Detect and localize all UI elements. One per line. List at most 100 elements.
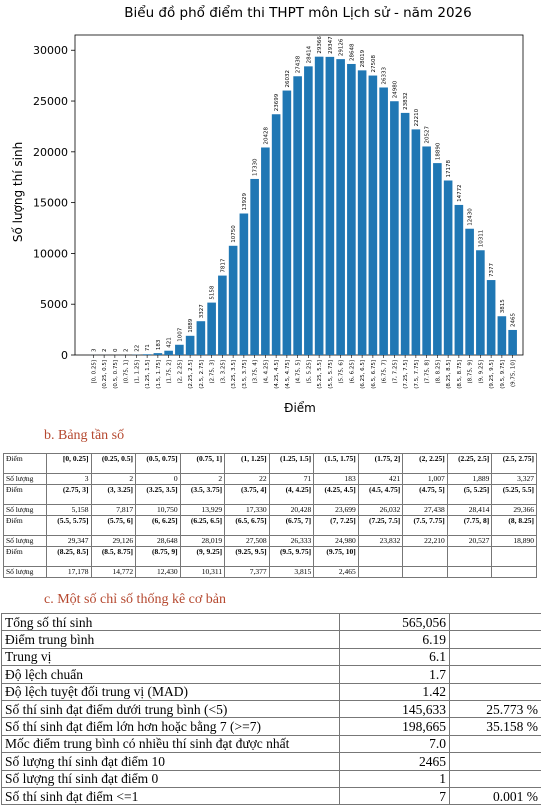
table-cell: [0, 0.25] [46, 453, 92, 474]
table-cell: (7.25, 7.5] [357, 515, 404, 536]
table-cell: 17,178 [46, 566, 92, 578]
bar [175, 344, 184, 355]
bar [153, 353, 163, 355]
bar [476, 250, 485, 355]
empty-cell [449, 647, 541, 667]
table-cell: (9, 9.25] [179, 546, 226, 567]
bar [465, 228, 474, 355]
y-tick-label: 15000 [33, 197, 68, 210]
x-tick-label: (9.25, 9.5] [489, 360, 495, 389]
x-tick-label: (9.5, 9.75] [500, 360, 506, 389]
table-cell: (1.5, 1.75] [313, 453, 359, 474]
data-label: 24980 [392, 80, 398, 98]
table-cell: 28,414 [446, 504, 493, 516]
y-tick-label: 25000 [33, 95, 68, 108]
section-heading: b. Bảng tần số [44, 428, 125, 443]
table-cell: 6.19 [339, 630, 450, 649]
y-tick-label: 0 [61, 349, 68, 362]
table-cell: 28,019 [179, 535, 226, 547]
empty-cell [449, 752, 541, 771]
data-label: 27508 [371, 55, 377, 73]
bar [422, 146, 431, 355]
table-cell: 0 [135, 473, 181, 485]
data-label: 2465 [511, 312, 517, 326]
table-cell: 13,929 [179, 504, 226, 516]
x-tick-label: (6.5, 6.75] [371, 360, 377, 389]
table-cell: (3.25, 3.5] [135, 484, 181, 505]
table-cell: 3,815 [268, 566, 315, 578]
data-label: 10311 [478, 230, 484, 248]
data-label: 29126 [339, 38, 345, 56]
table-cell: (1.75, 2] [357, 453, 404, 474]
table-cell: (8.25, 8.5] [46, 546, 92, 567]
bar [390, 101, 399, 355]
bar [454, 204, 464, 355]
data-label: 2 [102, 348, 108, 352]
table-cell: (6.75, 7] [268, 515, 315, 536]
bar [207, 302, 216, 355]
data-label: 7377 [489, 263, 495, 277]
data-label: 1889 [188, 318, 194, 332]
table-cell: 7.0 [339, 734, 450, 754]
table-cell: (0.25, 0.5] [90, 453, 137, 474]
table-cell: Số thí sinh đạt điểm dưới trung bình (<5… [1, 699, 340, 719]
x-tick-label: (4.25, 4.5] [274, 360, 280, 389]
table-row: Số lượng thí sinh đạt điểm 10 2465 [1, 752, 541, 771]
data-label: 71 [145, 344, 151, 351]
x-tick-label: (9, 9.25] [478, 360, 484, 384]
x-tick-label: (1.5, 1.75] [156, 360, 162, 389]
table-cell: 7 [339, 786, 450, 806]
data-label: 7817 [220, 258, 226, 272]
statistics-table: Tổng số thí sinh 565,056 Điểm trung bình 6.… [1, 612, 541, 806]
table-cell: 1.42 [339, 682, 450, 701]
x-tick-label: [0, 0.25] [91, 360, 97, 384]
data-label: 3327 [199, 304, 205, 318]
x-tick-label: (7.75, 8] [425, 360, 431, 384]
data-label: 28414 [306, 45, 312, 63]
table-cell: Điểm [3, 546, 47, 567]
x-tick-label: (7.25, 7.5] [403, 360, 409, 389]
data-label: 17330 [253, 158, 259, 176]
table-cell: (0.5, 0.75] [135, 453, 181, 474]
table-cell: (4.25, 4.5] [313, 484, 359, 505]
table-row: Độ lệch tuyệt đối trung vị (MAD) 1.42 [1, 682, 541, 701]
table-cell: 2,465 [313, 566, 359, 578]
table-cell: (9.25, 9.5] [224, 546, 270, 567]
table-cell: 18,890 [491, 535, 537, 547]
data-label: 13929 [242, 193, 248, 211]
x-tick-label: (8.5, 8.75] [457, 360, 463, 389]
x-tick-label: (6.75, 7] [382, 360, 388, 384]
table-cell: 7,817 [90, 504, 137, 516]
x-tick-label: (5, 5.25] [306, 360, 312, 384]
table-cell: 27,508 [224, 535, 270, 547]
bar [357, 70, 367, 355]
data-label: 28019 [360, 49, 366, 67]
table-row: Độ lệch chuẩn 1.7 [1, 665, 541, 684]
table-cell: 17,330 [224, 504, 270, 516]
empty-cell [402, 546, 448, 567]
data-label: 23699 [274, 93, 280, 111]
table-cell: 2465 [339, 752, 450, 771]
table-cell: 26,032 [357, 504, 404, 516]
data-label: 29366 [317, 36, 323, 54]
table-cell: 1,007 [402, 473, 448, 485]
data-label: 26333 [382, 66, 388, 84]
data-label: 23832 [403, 92, 409, 110]
table-cell: (7.5, 7.75] [402, 515, 448, 536]
table-cell: (1.25, 1.5] [268, 453, 315, 474]
y-tick-label: 30000 [33, 44, 68, 57]
x-tick-label: (0.25, 0.5] [102, 360, 108, 389]
x-tick-label: (3.5, 3.75] [242, 360, 248, 389]
empty-cell [449, 769, 541, 788]
table-row: Điểm trung bình 6.19 [1, 630, 541, 649]
table-cell: 22,210 [402, 535, 448, 547]
y-tick-label: 20000 [33, 146, 68, 159]
bar [400, 112, 410, 355]
table-row: Số lượng 3 2 0 2 22 71 183 421 1,007 1,889 3,327 [3, 473, 537, 485]
table-cell: (9.5, 9.75] [268, 546, 315, 567]
table-cell: 5,158 [46, 504, 92, 516]
x-tick-label: (2.75, 3] [210, 360, 216, 384]
chart: Biểu đồ phổ điểm thi THPT môn Lịch sử - … [11, 4, 524, 415]
table-cell: 28,648 [135, 535, 181, 547]
table-cell: 6.1 [339, 647, 450, 667]
